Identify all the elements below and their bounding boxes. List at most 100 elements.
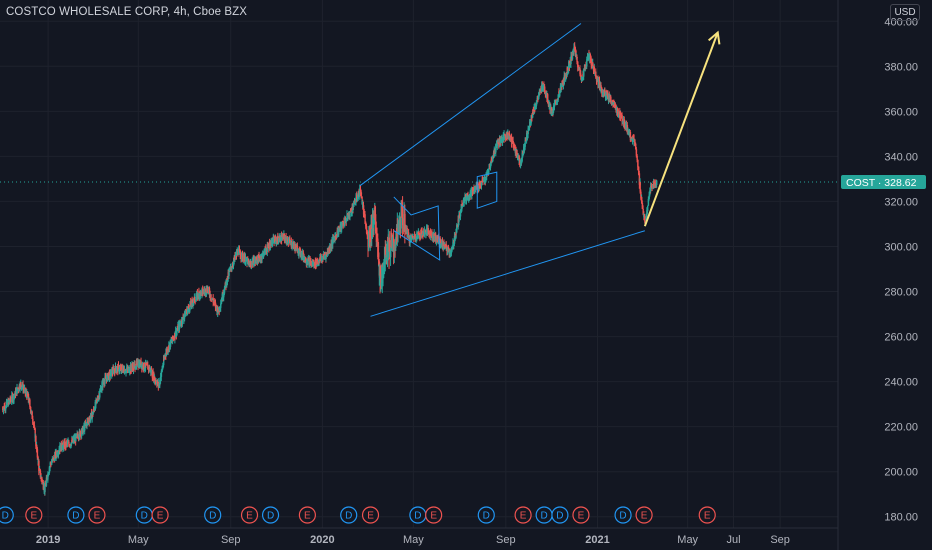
candle-body — [200, 290, 202, 292]
candle-body — [408, 236, 410, 237]
candle-body — [570, 55, 572, 59]
candle-body — [165, 352, 167, 356]
earnings-marker[interactable]: E — [514, 506, 532, 524]
marker-label: E — [704, 511, 711, 522]
dividend-marker[interactable]: D — [0, 506, 14, 524]
candle-body — [7, 399, 9, 407]
candle-body — [81, 427, 84, 434]
candle-body — [298, 249, 300, 255]
earnings-marker[interactable]: E — [425, 506, 443, 524]
candle-body — [434, 233, 436, 239]
candle-body — [331, 240, 333, 243]
candle-body — [408, 232, 410, 237]
candle-body — [622, 119, 625, 125]
dividend-marker[interactable]: D — [409, 506, 427, 524]
candle-body — [26, 391, 29, 395]
earnings-marker[interactable]: E — [240, 506, 259, 524]
candle-body — [393, 250, 396, 251]
y-tick-label: 240.00 — [884, 377, 918, 389]
candle-body — [177, 325, 179, 331]
candle-body — [119, 367, 121, 371]
earnings-marker[interactable]: E — [151, 506, 169, 524]
candle-body — [480, 182, 483, 186]
candle-body — [396, 223, 399, 232]
dividend-marker[interactable]: D — [614, 506, 632, 524]
candle-body — [618, 111, 620, 114]
candle-body — [612, 103, 614, 106]
candle-body — [459, 211, 462, 215]
candle-body — [188, 310, 190, 312]
candle-body — [404, 217, 406, 233]
candle-body — [363, 212, 366, 215]
candle-body — [247, 262, 250, 264]
candle-body — [206, 291, 208, 293]
candle-body — [353, 200, 355, 207]
candle-body — [604, 90, 606, 96]
candle-body — [613, 104, 616, 107]
candle-body — [639, 182, 641, 192]
candle-body — [68, 443, 70, 447]
candle-body — [251, 261, 254, 265]
candle-body — [273, 238, 275, 244]
earnings-marker[interactable]: E — [298, 506, 316, 524]
drawings[interactable] — [359, 23, 721, 317]
candle-body — [466, 194, 469, 199]
candle-body — [504, 137, 507, 139]
candle-body — [352, 206, 354, 211]
candle-body — [458, 216, 460, 222]
candle-body — [306, 261, 308, 263]
earnings-marker[interactable]: E — [698, 506, 716, 524]
candle-body — [647, 205, 649, 211]
dividend-marker[interactable]: D — [261, 506, 280, 524]
earnings-marker[interactable]: E — [25, 506, 43, 524]
candle-body — [76, 433, 78, 435]
candle-body — [614, 105, 617, 106]
earnings-marker[interactable]: E — [635, 506, 653, 524]
candle-body — [45, 477, 48, 482]
dividend-marker[interactable]: D — [535, 506, 553, 524]
candle-body — [72, 438, 75, 440]
price-axis[interactable]: 180.00 200.00 220.00 240.00 260.00 280.00 300.… — [837, 0, 918, 550]
dividend-marker[interactable]: D — [67, 506, 85, 524]
candle-body — [42, 488, 45, 490]
candle-body — [622, 121, 624, 123]
candle-body — [151, 376, 154, 378]
candle-body — [513, 145, 516, 148]
dividend-marker[interactable]: D — [204, 506, 222, 524]
candle-body — [70, 442, 72, 446]
candle-body — [205, 288, 208, 293]
candle-body — [452, 242, 454, 245]
candle-body — [623, 125, 626, 127]
candle-body — [563, 75, 565, 77]
marker-circle — [361, 506, 380, 524]
marker-circle — [261, 506, 280, 524]
candle-body — [257, 255, 260, 259]
candle-body — [26, 391, 28, 398]
dividend-marker[interactable]: D — [340, 506, 358, 524]
candle-body — [103, 383, 106, 385]
earnings-marker[interactable]: E — [361, 506, 380, 524]
earnings-marker[interactable]: E — [572, 506, 590, 524]
candle-body — [490, 160, 493, 162]
candle-body — [202, 288, 204, 294]
candle-body — [628, 131, 630, 135]
candle-body — [406, 227, 408, 236]
dividend-marker[interactable]: D — [477, 506, 495, 524]
candle-body — [236, 250, 239, 254]
candle-body — [482, 178, 484, 182]
earnings-marker[interactable]: E — [88, 506, 106, 524]
candle-body — [57, 454, 59, 456]
candle-body — [185, 312, 187, 314]
candle-body — [412, 236, 414, 239]
candle-body — [310, 261, 312, 265]
candle-body — [120, 367, 122, 370]
dividend-marker[interactable]: D — [135, 506, 153, 524]
currency-button[interactable]: USD — [890, 4, 920, 21]
dividend-marker[interactable]: D — [551, 506, 569, 524]
candle-body — [489, 166, 491, 167]
candle-body — [217, 312, 219, 314]
candle-body — [446, 249, 448, 252]
time-axis[interactable]: 2019 May Sep 2020 May Sep 2021 May Jul Sep — [0, 527, 838, 546]
